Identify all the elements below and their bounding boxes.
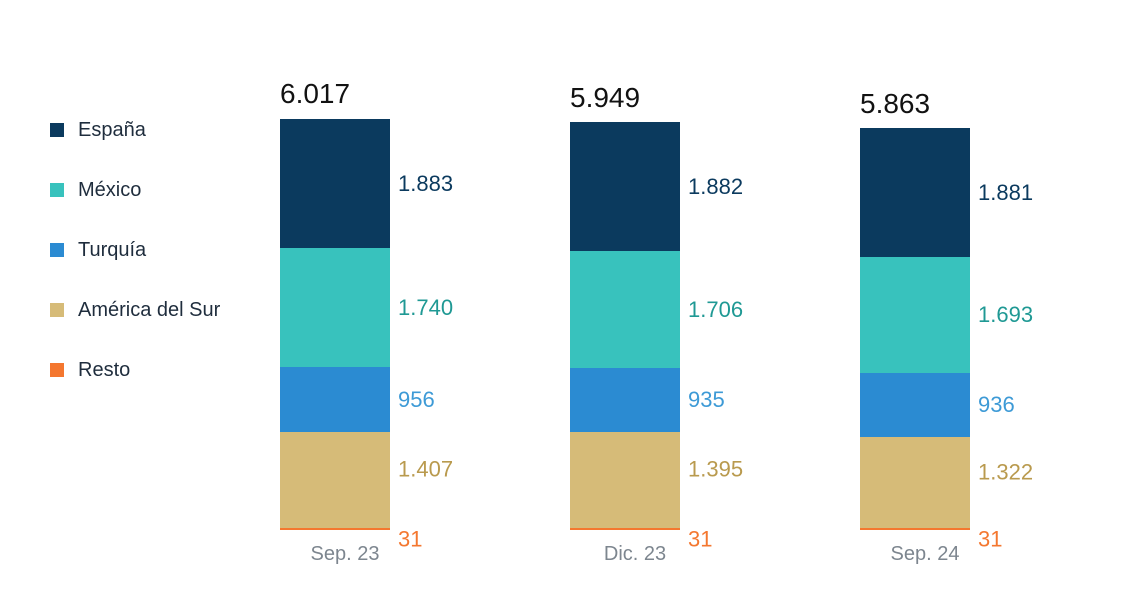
bar-seg-label-1-espana: 1.882 [688, 174, 743, 200]
legend-item-mexico: México [50, 160, 220, 220]
bar-seg-label-2-espana: 1.881 [978, 180, 1033, 206]
bar-seg-2-resto: 31 [860, 528, 970, 530]
bar-seg-1-turquia: 935 [570, 368, 680, 432]
bar-xaxis-2: Sep. 24 [860, 543, 990, 566]
bar-seg-1-espana: 1.882 [570, 122, 680, 251]
bar-seg-label-1-mexico: 1.706 [688, 297, 743, 323]
legend-swatch-espana [50, 123, 64, 137]
legend-label-mexico: México [78, 179, 141, 202]
bar-seg-label-0-turquia: 956 [398, 387, 435, 413]
legend-item-resto: Resto [50, 340, 220, 400]
bar-stack-1: 1.882 1.706 935 1.395 31 [570, 122, 680, 530]
bar-seg-label-1-america-sur: 1.395 [688, 457, 743, 483]
bar-seg-2-espana: 1.881 [860, 128, 970, 257]
bar-seg-2-mexico: 1.693 [860, 257, 970, 373]
bar-group-1: 5.949 1.882 1.706 935 1.395 31 Dic. 23 [570, 0, 830, 560]
bar-seg-0-america-sur: 1.407 [280, 432, 390, 528]
bar-stack-2: 1.881 1.693 936 1.322 31 [860, 128, 970, 530]
bar-xaxis-0: Sep. 23 [280, 543, 410, 566]
legend: España México Turquía América del Sur Re… [50, 100, 220, 400]
legend-swatch-america-sur [50, 303, 64, 317]
bar-xaxis-1: Dic. 23 [570, 543, 700, 566]
bar-seg-label-0-mexico: 1.740 [398, 295, 453, 321]
bar-seg-0-resto: 31 [280, 528, 390, 530]
legend-item-turquia: Turquía [50, 220, 220, 280]
legend-item-espana: España [50, 100, 220, 160]
bar-seg-1-mexico: 1.706 [570, 251, 680, 368]
bar-seg-1-america-sur: 1.395 [570, 432, 680, 528]
bar-seg-label-1-turquia: 935 [688, 387, 725, 413]
legend-swatch-resto [50, 363, 64, 377]
bar-stack-0: 1.883 1.740 956 1.407 31 [280, 119, 390, 530]
legend-label-resto: Resto [78, 359, 130, 382]
bar-total-0: 6.017 [280, 78, 420, 110]
bar-seg-0-turquia: 956 [280, 367, 390, 432]
legend-item-america-sur: América del Sur [50, 280, 220, 340]
bar-seg-2-america-sur: 1.322 [860, 437, 970, 528]
bar-seg-2-turquia: 936 [860, 373, 970, 437]
bar-area: 6.017 1.883 1.740 956 1.407 31 Sep. 23 [280, 0, 1140, 594]
bar-total-2: 5.863 [860, 88, 1000, 120]
bar-seg-1-resto: 31 [570, 528, 680, 530]
bar-group-0: 6.017 1.883 1.740 956 1.407 31 Sep. 23 [280, 0, 540, 560]
bar-seg-label-2-turquia: 936 [978, 392, 1015, 418]
bar-seg-label-0-espana: 1.883 [398, 171, 453, 197]
legend-label-espana: España [78, 119, 146, 142]
bar-seg-label-0-america-sur: 1.407 [398, 457, 453, 483]
stacked-bar-chart: España México Turquía América del Sur Re… [0, 0, 1146, 594]
legend-label-america-sur: América del Sur [78, 299, 220, 322]
bar-seg-0-espana: 1.883 [280, 119, 390, 248]
legend-swatch-turquia [50, 243, 64, 257]
bar-total-1: 5.949 [570, 82, 710, 114]
bar-seg-label-2-america-sur: 1.322 [978, 459, 1033, 485]
bar-seg-label-2-mexico: 1.693 [978, 302, 1033, 328]
bar-seg-0-mexico: 1.740 [280, 248, 390, 367]
legend-swatch-mexico [50, 183, 64, 197]
bar-group-2: 5.863 1.881 1.693 936 1.322 31 Sep. 24 [860, 0, 1120, 560]
legend-label-turquia: Turquía [78, 239, 146, 262]
